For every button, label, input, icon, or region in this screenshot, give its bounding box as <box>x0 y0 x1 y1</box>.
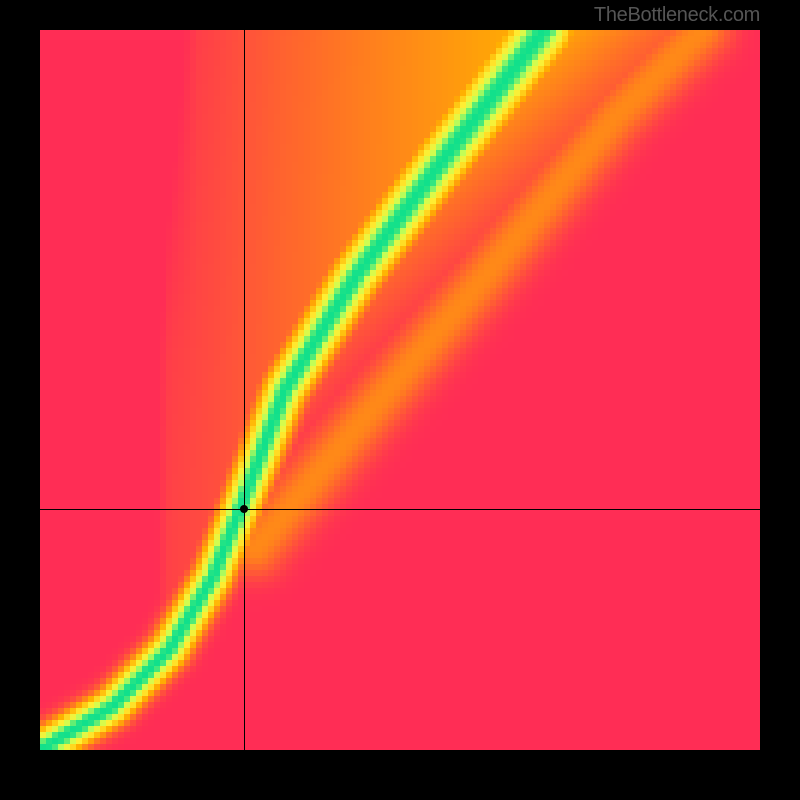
marker-dot <box>240 505 248 513</box>
heatmap-canvas <box>40 30 760 750</box>
crosshair-horizontal <box>40 509 760 510</box>
watermark-text: TheBottleneck.com <box>594 4 760 27</box>
crosshair-vertical <box>244 30 245 750</box>
heatmap-plot <box>40 30 760 750</box>
